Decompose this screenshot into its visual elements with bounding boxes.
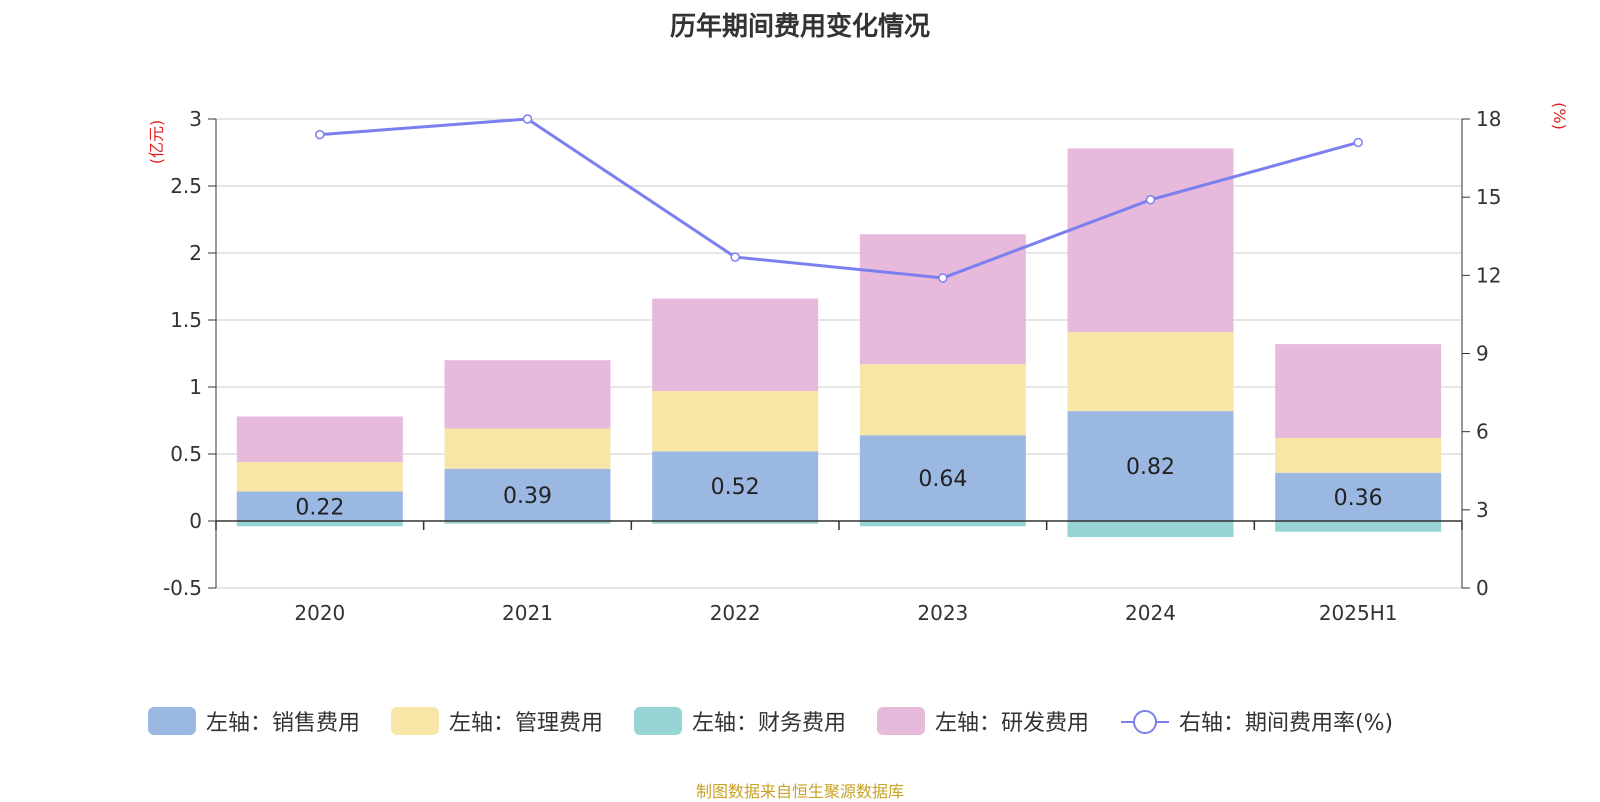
- rate-point: [1353, 137, 1363, 148]
- bar-segment: [1275, 521, 1442, 532]
- x-tick-label: 2022: [710, 601, 761, 625]
- right-tick-label: 18: [1476, 107, 1501, 131]
- bar-segment: [859, 234, 1026, 365]
- legend-swatch: [877, 707, 925, 735]
- bar-segment: [859, 364, 1026, 436]
- bar-segment: [1067, 411, 1234, 521]
- right-tick-label: 12: [1476, 263, 1501, 287]
- bar-segment: [1275, 472, 1442, 521]
- bar-segment: [236, 462, 403, 492]
- legend-label: 右轴：期间费用率(%): [1179, 711, 1393, 736]
- legend-swatch: [148, 707, 196, 735]
- x-tick-label: 2024: [1125, 601, 1176, 625]
- bar-segment: [1067, 332, 1234, 412]
- bar-segment: [444, 360, 611, 429]
- rate-line: [319, 117, 1359, 280]
- bar-segment: [652, 521, 819, 524]
- rate-point: [938, 273, 948, 283]
- right-tick-label: 0: [1476, 576, 1489, 600]
- rate-point: [1145, 195, 1156, 205]
- left-tick-label: 3: [189, 107, 202, 131]
- left-tick-label: 1: [189, 375, 202, 399]
- x-tick-label: 2020: [294, 601, 345, 625]
- right-tick-label: 6: [1476, 420, 1489, 444]
- bar-segment: [444, 468, 611, 521]
- right-axis-unit: (%): [1550, 102, 1569, 130]
- bar-segment: [444, 521, 611, 524]
- bar-data-label: 0.22: [295, 495, 344, 520]
- bar-segment: [236, 521, 403, 527]
- bar-data-label: 0.82: [1126, 455, 1175, 480]
- legend-label: 左轴：销售费用: [206, 711, 360, 736]
- legend-swatch: [391, 707, 439, 735]
- left-tick-label: -0.5: [163, 576, 202, 600]
- source-note: 制图数据来自恒生聚源数据库: [695, 782, 904, 801]
- left-tick-label: 0: [189, 509, 202, 533]
- right-tick-label: 3: [1476, 498, 1489, 522]
- bar-data-label: 0.52: [711, 475, 760, 500]
- bar-segment: [1275, 437, 1442, 473]
- bar-segment: [652, 391, 819, 452]
- bar-segment: [1275, 344, 1442, 438]
- left-tick-label: 0.5: [170, 442, 202, 466]
- legend-label: 左轴：管理费用: [449, 711, 603, 736]
- rate-point: [315, 129, 325, 140]
- rate-point: [730, 252, 740, 262]
- bar-segment: [236, 491, 403, 521]
- left-axis-unit: (亿元): [147, 120, 166, 165]
- x-tick-label: 2023: [917, 601, 968, 625]
- bar-segment: [859, 435, 1026, 521]
- bar-segment: [652, 298, 819, 392]
- bar-segment: [652, 451, 819, 521]
- rate-point: [522, 114, 533, 124]
- x-tick-label: 2025H1: [1319, 601, 1398, 625]
- left-tick-label: 2.5: [170, 174, 202, 198]
- bar-data-label: 0.39: [503, 484, 552, 509]
- legend-label: 左轴：研发费用: [935, 711, 1089, 736]
- bar-data-label: 0.36: [1334, 486, 1383, 511]
- bar-segment: [1067, 148, 1234, 333]
- right-tick-label: 9: [1476, 342, 1489, 366]
- bar-data-label: 0.64: [918, 467, 967, 492]
- left-tick-label: 2: [189, 241, 202, 265]
- bar-segment: [1067, 521, 1234, 538]
- legend-marker-icon: [1133, 710, 1157, 734]
- right-tick-label: 15: [1476, 185, 1501, 209]
- bar-segment: [859, 521, 1026, 527]
- legend-label: 左轴：财务费用: [692, 711, 846, 736]
- chart-title: 历年期间费用变化情况: [669, 12, 930, 42]
- left-tick-label: 1.5: [170, 308, 202, 332]
- x-tick-label: 2021: [502, 601, 553, 625]
- bar-segment: [236, 416, 403, 463]
- bar-segment: [444, 428, 611, 469]
- legend-swatch: [634, 707, 682, 735]
